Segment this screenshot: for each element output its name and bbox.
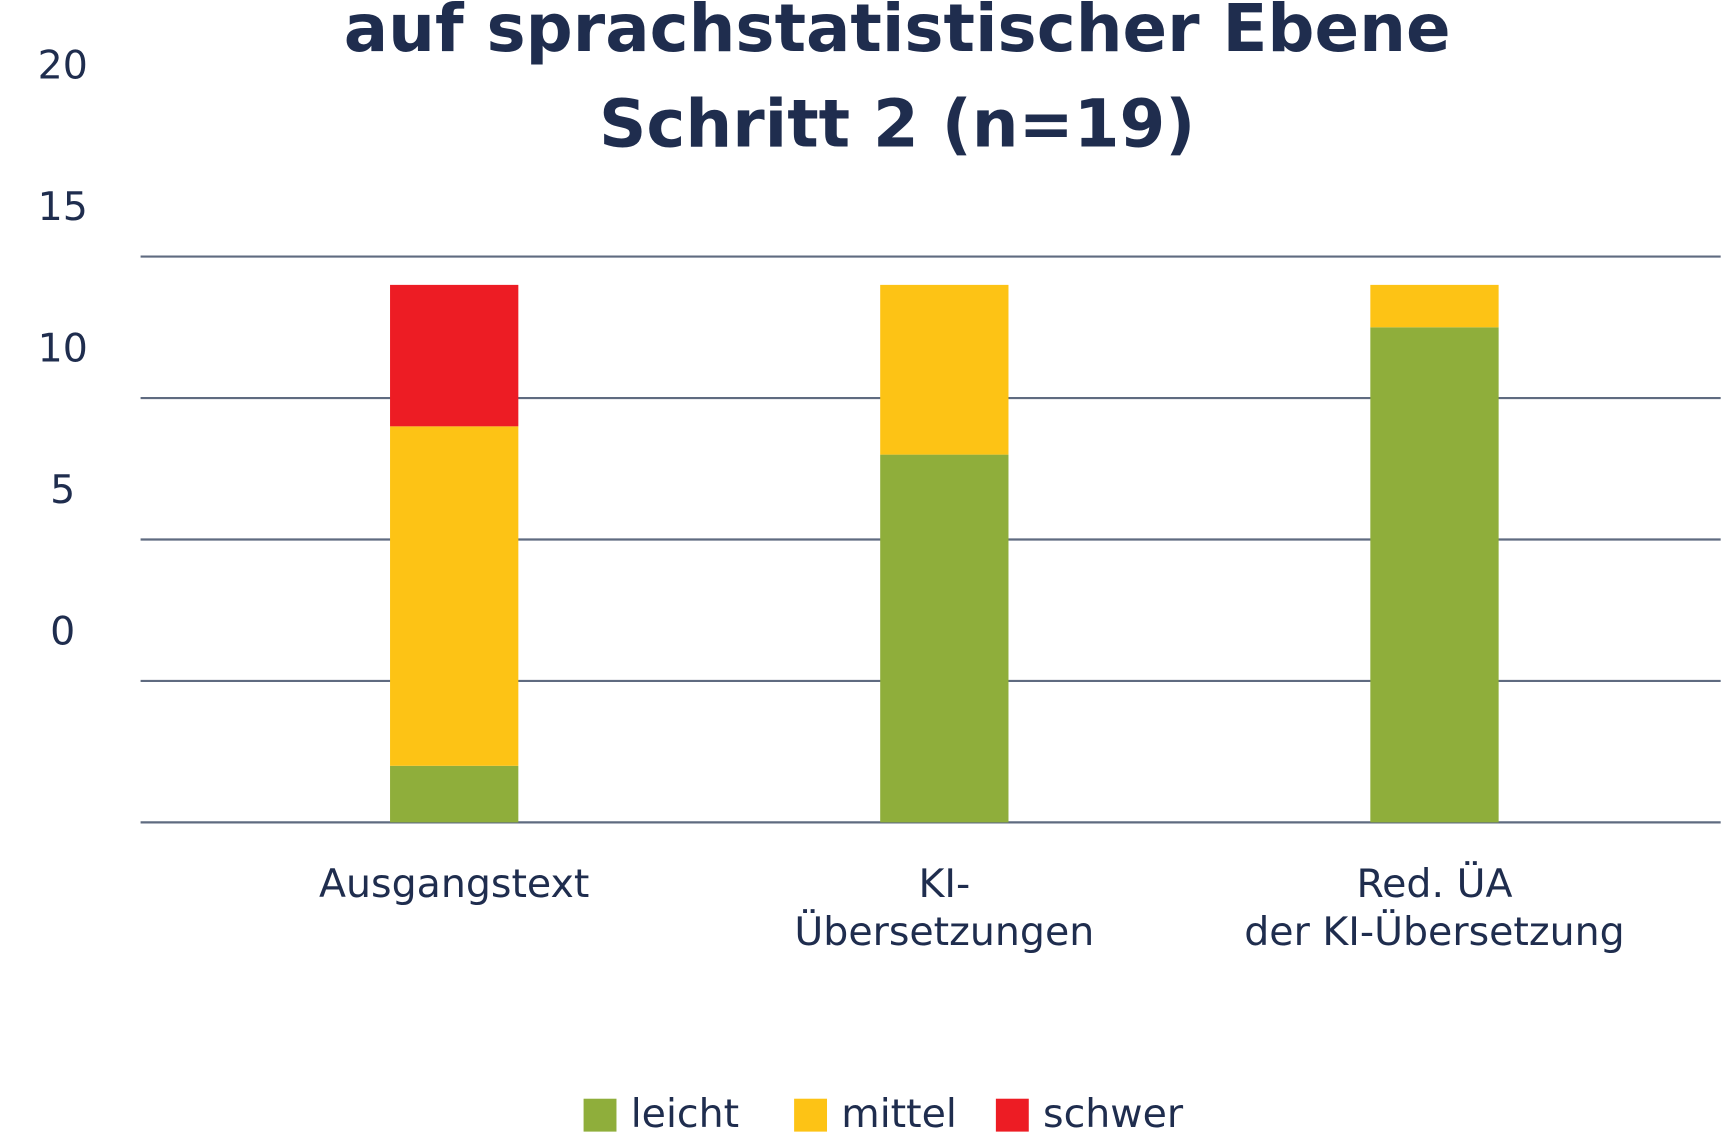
x-tick-label-line: Übersetzungen — [794, 909, 1094, 955]
x-tick-label-line: KI- — [918, 860, 970, 906]
x-tick-label-line: Ausgangstext — [319, 860, 589, 906]
bar-segment — [390, 284, 519, 427]
legend-swatch — [995, 1098, 1029, 1132]
legend-label: leicht — [631, 1091, 739, 1136]
y-tick-label: 5 — [50, 467, 75, 513]
x-tick-label: Ausgangstext — [319, 860, 589, 906]
y-tick-label: 15 — [38, 184, 88, 230]
x-tick-label-line: der KI-Übersetzung — [1244, 909, 1624, 955]
x-tick-label: KI-Übersetzungen — [794, 860, 1094, 954]
legend-label: schwer — [1043, 1091, 1184, 1136]
bar-segment — [1370, 284, 1499, 328]
y-tick-label: 0 — [50, 608, 75, 654]
bar-segment — [390, 765, 519, 823]
x-tick-label: Red. ÜA der KI-Übersetzung — [1244, 860, 1624, 954]
x-tick-label-line: Red. ÜA — [1356, 860, 1512, 906]
bar-segment — [390, 426, 519, 766]
legend-label: mittel — [841, 1091, 957, 1136]
y-tick-label: 10 — [38, 325, 88, 371]
chart-title: auf sprachstatistischer Ebene — [344, 0, 1451, 67]
bar-segment — [1370, 327, 1499, 823]
chart-title: Schritt 2 (n=19) — [599, 85, 1195, 162]
legend-swatch — [794, 1098, 828, 1132]
bar-segment — [880, 284, 1009, 455]
bar-segment — [880, 454, 1009, 823]
y-tick-label: 20 — [38, 42, 88, 88]
legend-swatch — [583, 1098, 617, 1132]
